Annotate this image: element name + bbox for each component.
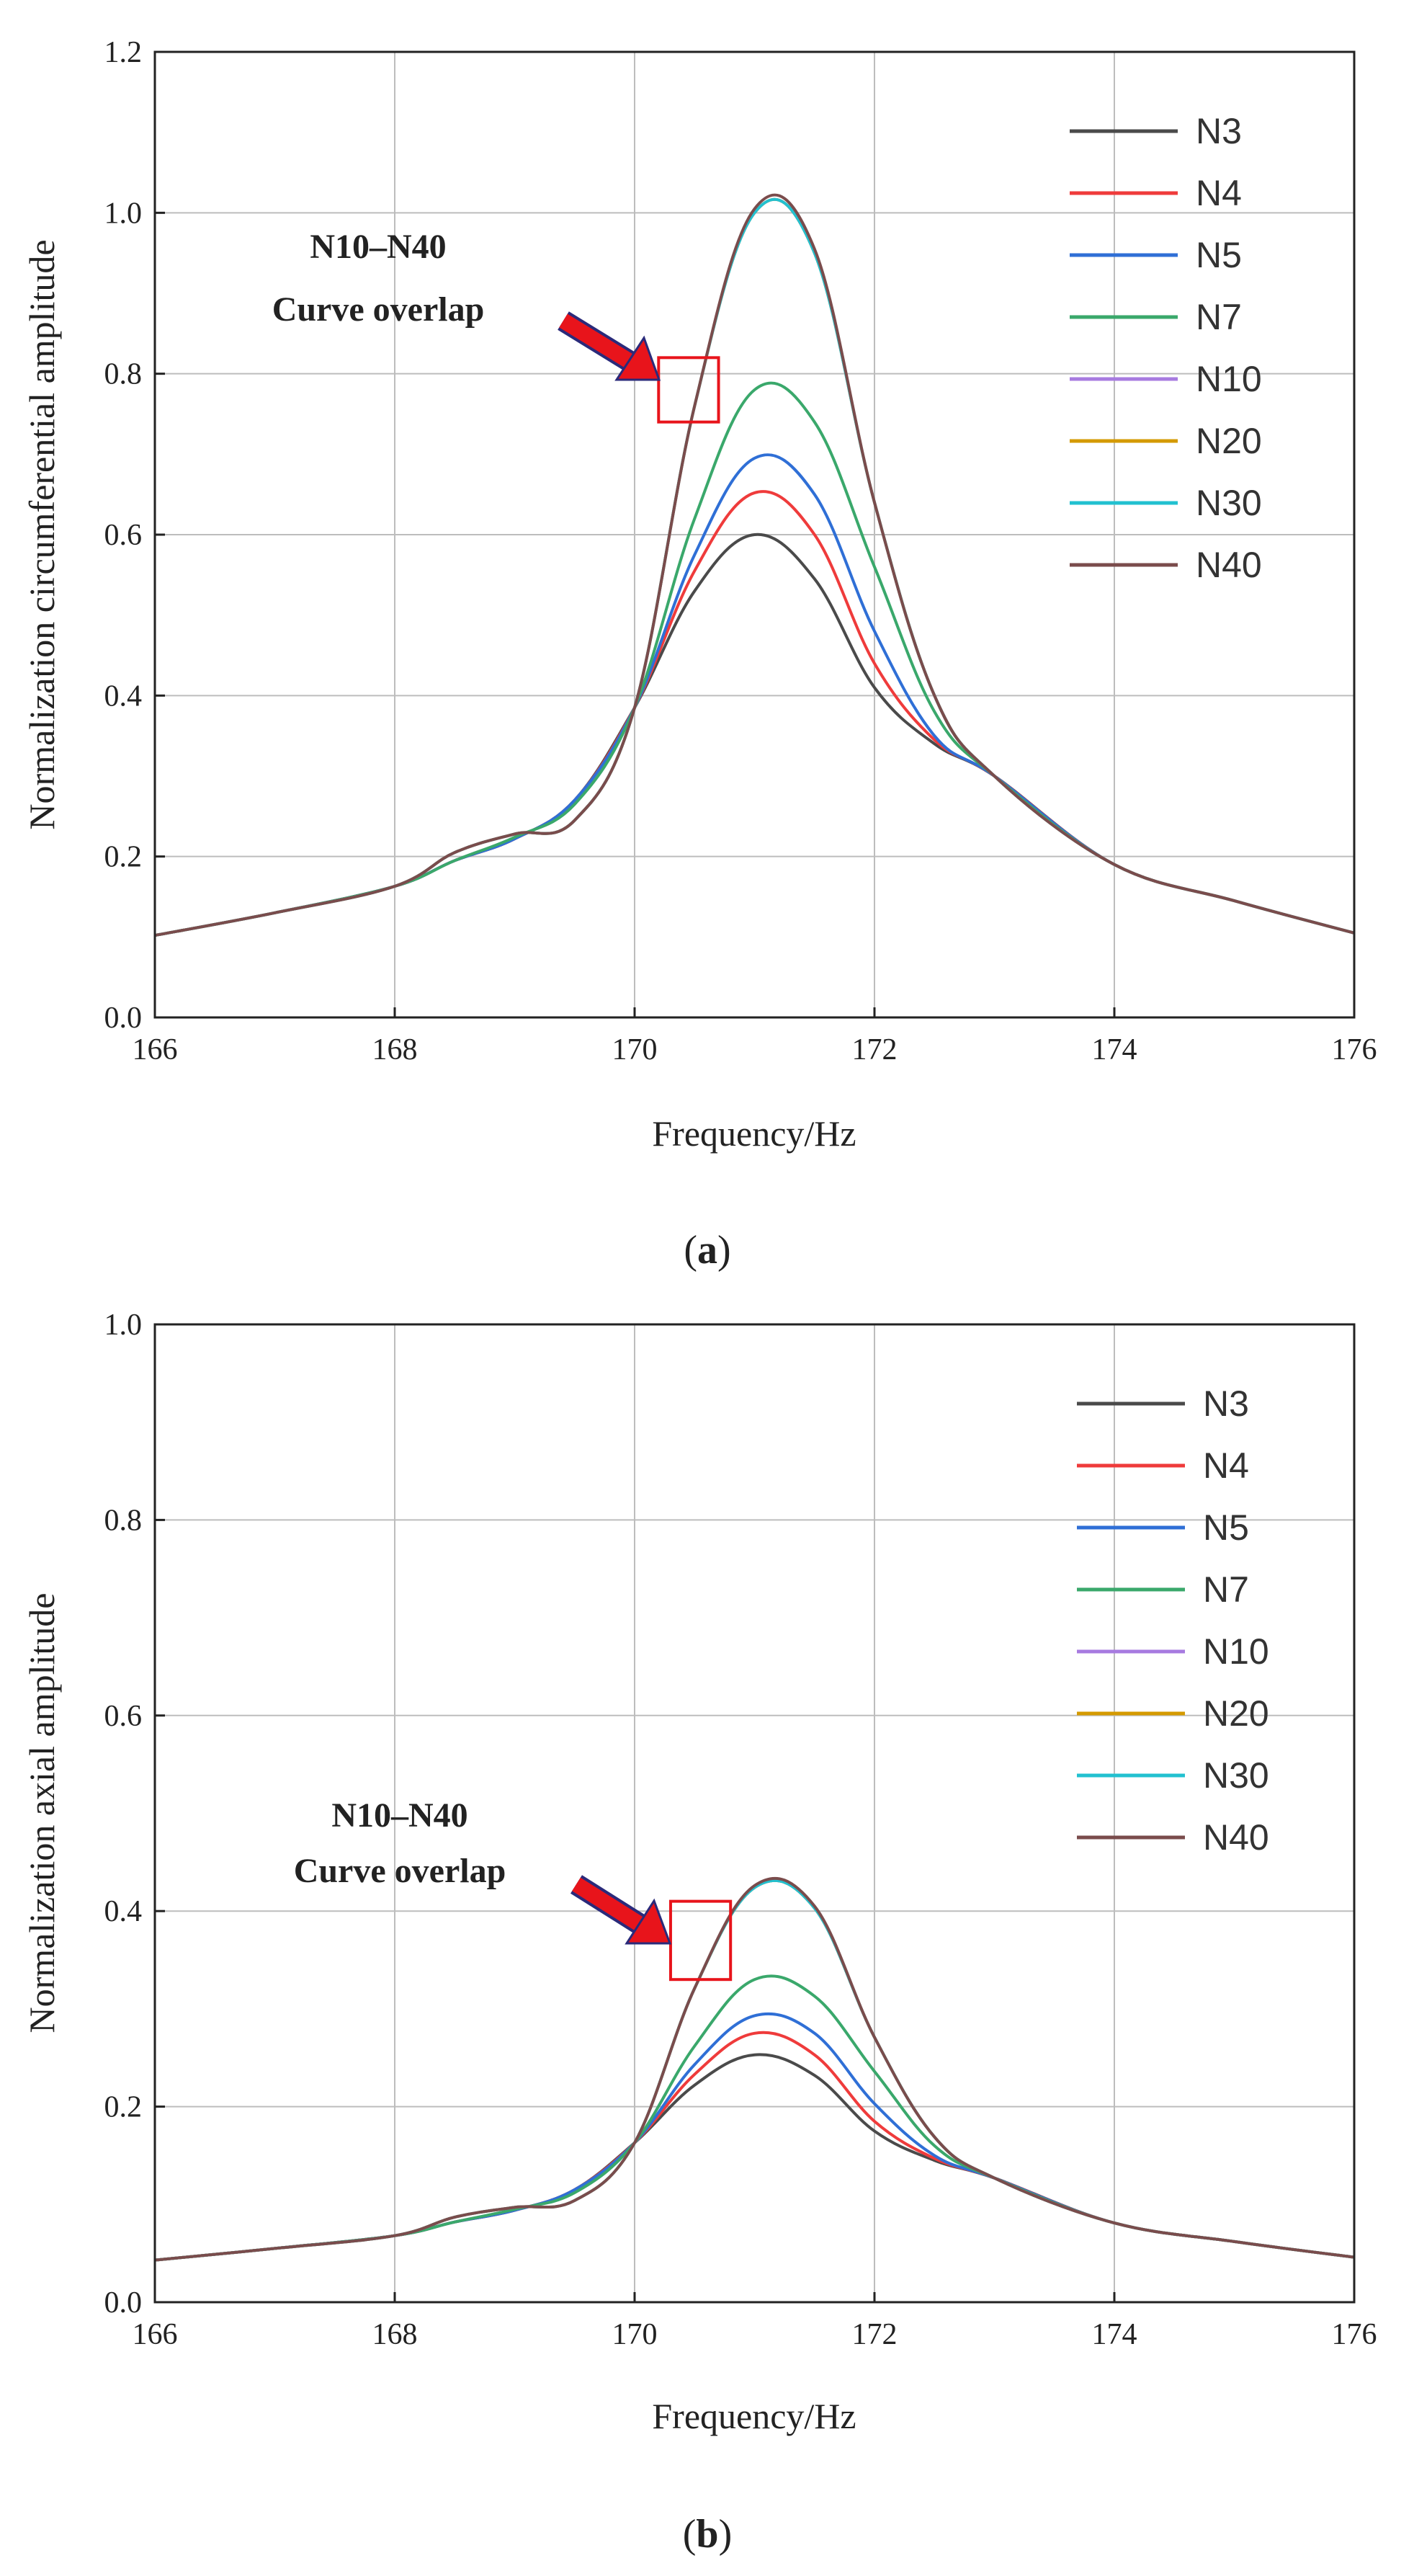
legend-b: N3 N4 N5 N7 N10 N20 N30 N40 [1077,1383,1269,1858]
annotation-line1-a: N10–N40 [310,228,446,266]
x-tick-label: 174 [1092,1033,1137,1066]
annotation-box-a [657,356,720,424]
y-tick-label: 1.2 [104,36,143,69]
legend-label-n30: N30 [1203,1755,1269,1796]
x-tick-label: 170 [612,2318,658,2351]
y-tick-label: 0.6 [104,519,143,552]
annotation-box-b [668,1899,733,1982]
x-tick-label: 174 [1092,2318,1137,2351]
annotation-line2-a: Curve overlap [272,290,485,329]
legend-a: N3 N4 N5 N7 N10 N20 N30 N40 [1070,111,1262,585]
y-tick-label: 0.8 [104,358,143,391]
x-tick-label: 176 [1332,1033,1377,1066]
caption-letter-a: a [697,1228,717,1273]
x-tick-label: 172 [852,1033,898,1066]
annotation-arrow-a [558,311,661,381]
series-line-n7 [154,381,1355,937]
y-tick-label: 0.8 [104,1504,143,1537]
grid-b [155,1324,1354,2302]
legend-label-n3: N3 [1196,111,1242,151]
y-tick-label: 0.4 [104,1895,143,1928]
y-tick-label: 0.0 [104,1002,143,1035]
legend-label-n5: N5 [1203,1507,1249,1548]
plot-frame-b [153,1323,1356,2304]
y-tick-label: 1.0 [104,1309,143,1342]
series-line-n20 [154,1878,1355,2262]
legend-label-n4: N4 [1203,1445,1249,1486]
legend-label-n10: N10 [1203,1631,1269,1672]
legend-label-n4: N4 [1196,173,1242,213]
series-group-a [154,193,1355,937]
legend-label-n20: N20 [1203,1693,1269,1734]
series-line-n7 [154,1974,1355,2262]
series-line-n40 [154,193,1355,937]
caption-letter-b: b [696,2512,718,2557]
y-tick-label: 0.6 [104,1700,143,1733]
ticks-a: 166 168 170 172 174 176 0.0 0.2 0.4 0.6 0.8 1.0 1.2 [104,36,1377,1066]
y-tick-label: 1.0 [104,197,143,230]
annotation-arrow-b [570,1875,672,1945]
annotation-line2-b: Curve overlap [294,1852,506,1890]
series-line-n4 [154,490,1355,937]
series-line-n3 [154,532,1355,937]
legend-label-n40: N40 [1203,1817,1269,1858]
series-line-n30 [154,1878,1355,2262]
x-tick-label: 170 [612,1033,658,1066]
caption-b: (b) [683,2512,732,2557]
series-group-b [154,1876,1355,2262]
series-line-n3 [154,2053,1355,2262]
y-tick-label: 0.0 [104,2286,143,2319]
series-line-n10 [154,1878,1355,2262]
legend-label-n7: N7 [1196,297,1242,337]
caption-a: (a) [684,1228,730,1273]
y-axis-title-a: Normalization circumferential amplitude [22,239,62,829]
x-tick-label: 172 [852,2318,898,2351]
panel-b: 166 168 170 172 174 176 0.0 0.2 0.4 0.6 0.8 1.0 N10… [22,1309,1377,2557]
ticks-b: 166 168 170 172 174 176 0.0 0.2 0.4 0.6 0.8 1.0 [104,1309,1377,2351]
legend-label-n3: N3 [1203,1383,1249,1424]
legend-label-n10: N10 [1196,359,1262,399]
series-line-n40 [154,1876,1355,2262]
y-axis-title-b: Normalization axial amplitude [22,1593,62,2033]
legend-label-n20: N20 [1196,421,1262,461]
x-tick-label: 176 [1332,2318,1377,2351]
legend-label-n30: N30 [1196,483,1262,523]
series-line-n5 [154,2012,1355,2262]
x-tick-label: 166 [133,1033,178,1066]
x-tick-label: 168 [372,1033,418,1066]
y-tick-label: 0.4 [104,679,143,713]
overlap-highlight-box [668,1899,733,1982]
legend-label-n5: N5 [1196,235,1242,275]
x-tick-label: 166 [133,2318,178,2351]
series-line-n4 [154,2031,1355,2262]
annotation-line1-b: N10–N40 [331,1796,467,1835]
y-tick-label: 0.2 [104,2091,143,2124]
x-axis-title-a: Frequency/Hz [652,1113,856,1154]
x-axis-title-b: Frequency/Hz [652,2396,856,2436]
x-tick-label: 168 [372,2318,418,2351]
legend-label-n7: N7 [1203,1569,1249,1610]
overlap-highlight-box [657,356,720,424]
panel-a: 166 168 170 172 174 1760.00.20.40.60.81.01.2 … [22,36,1377,1273]
y-tick-label: 0.2 [104,841,143,874]
legend-label-n40: N40 [1196,545,1262,585]
